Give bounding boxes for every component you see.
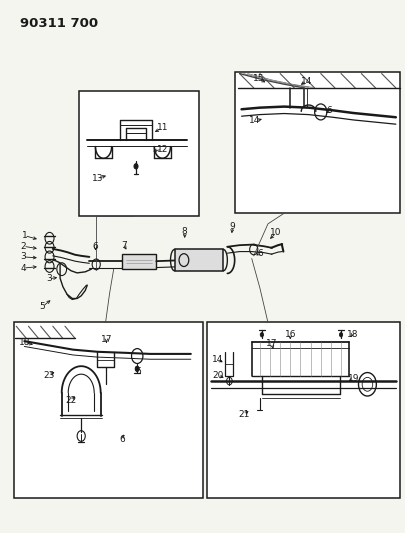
Text: 2: 2	[20, 242, 26, 251]
Text: 6: 6	[92, 242, 98, 251]
Text: 6: 6	[256, 249, 262, 257]
Bar	[174, 249, 223, 271]
Text: 14: 14	[212, 356, 223, 364]
Text: 5: 5	[40, 302, 45, 311]
Text: 3: 3	[46, 274, 51, 283]
Text: 20: 20	[212, 372, 223, 380]
Bar	[79, 91, 198, 216]
Text: 8: 8	[181, 228, 187, 236]
Text: 14: 14	[249, 117, 260, 125]
Text: 16: 16	[284, 330, 295, 338]
Text: 4: 4	[20, 264, 26, 272]
Text: 6: 6	[135, 367, 141, 376]
Circle shape	[135, 366, 139, 372]
Text: 15: 15	[253, 75, 264, 83]
Text: 1: 1	[21, 231, 27, 240]
Text: 10: 10	[270, 229, 281, 237]
Text: 11: 11	[156, 124, 168, 132]
Circle shape	[260, 333, 263, 337]
Text: 23: 23	[43, 372, 54, 380]
Text: 12: 12	[156, 145, 168, 154]
Bar	[235, 72, 399, 213]
Text: 18: 18	[346, 330, 357, 338]
Text: 3: 3	[20, 253, 26, 261]
Text: 7: 7	[121, 241, 126, 249]
Text: 17: 17	[100, 335, 112, 344]
Circle shape	[339, 333, 342, 337]
Text: 19: 19	[347, 374, 358, 383]
Text: 9: 9	[229, 222, 235, 231]
Text: 13: 13	[92, 174, 103, 183]
Text: 18: 18	[19, 338, 30, 346]
Text: 17: 17	[266, 340, 277, 348]
Text: 6: 6	[326, 107, 332, 115]
Bar	[207, 322, 399, 498]
Text: 6: 6	[119, 435, 124, 444]
Text: 22: 22	[65, 397, 77, 405]
Text: 21: 21	[237, 410, 249, 419]
Text: 14: 14	[300, 77, 311, 85]
Bar	[122, 254, 156, 269]
Text: 90311 700: 90311 700	[20, 17, 98, 30]
Circle shape	[134, 164, 138, 169]
Bar	[14, 322, 202, 498]
